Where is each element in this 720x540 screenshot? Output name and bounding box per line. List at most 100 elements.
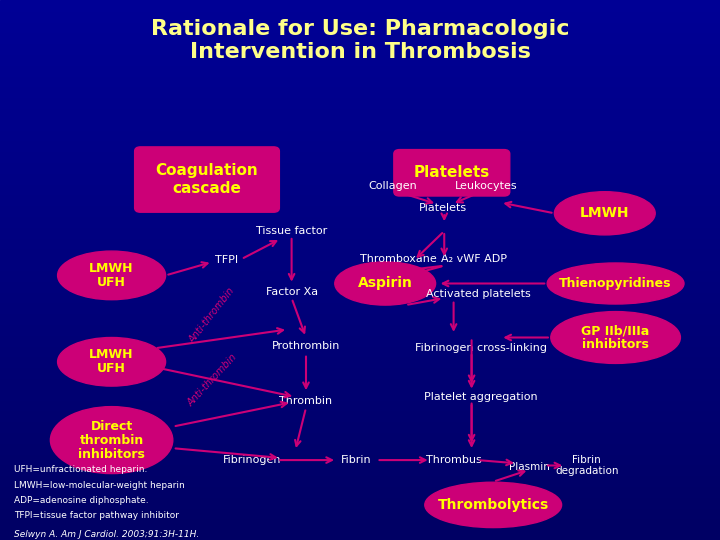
- Bar: [0, 146, 720, 151]
- Ellipse shape: [554, 192, 655, 235]
- Bar: [0, 157, 720, 162]
- Text: LMWH
UFH: LMWH UFH: [89, 348, 134, 375]
- Bar: [0, 378, 720, 383]
- Bar: [0, 497, 720, 502]
- Bar: [0, 346, 720, 351]
- Bar: [0, 286, 720, 292]
- Bar: [0, 329, 720, 335]
- Ellipse shape: [551, 312, 680, 363]
- Bar: [0, 86, 720, 92]
- Bar: [0, 351, 720, 356]
- Text: Collagen: Collagen: [368, 181, 417, 191]
- Bar: [0, 238, 720, 243]
- Bar: [0, 524, 720, 529]
- Text: LMWH
UFH: LMWH UFH: [89, 262, 134, 289]
- Text: Thienopyridines: Thienopyridines: [559, 277, 672, 290]
- Text: TFPI: TFPI: [215, 255, 238, 265]
- Text: Leukocytes: Leukocytes: [455, 181, 517, 191]
- Ellipse shape: [58, 251, 166, 300]
- Text: TFPI=tissue factor pathway inhibitor: TFPI=tissue factor pathway inhibitor: [14, 511, 179, 520]
- Ellipse shape: [58, 338, 166, 386]
- Bar: [0, 216, 720, 221]
- Bar: [0, 373, 720, 378]
- Bar: [0, 221, 720, 227]
- Bar: [0, 49, 720, 54]
- Bar: [0, 319, 720, 324]
- Bar: [0, 513, 720, 518]
- Bar: [0, 394, 720, 400]
- Text: Platelet aggregation: Platelet aggregation: [424, 392, 538, 402]
- Text: Platelets: Platelets: [414, 165, 490, 180]
- Text: Rationale for Use: Pharmacologic
Intervention in Thrombosis: Rationale for Use: Pharmacologic Interve…: [150, 19, 570, 62]
- Text: ADP=adenosine diphosphate.: ADP=adenosine diphosphate.: [14, 496, 149, 505]
- Text: LMWH: LMWH: [580, 206, 629, 220]
- Bar: [0, 486, 720, 491]
- Bar: [0, 76, 720, 81]
- Bar: [0, 113, 720, 119]
- Bar: [0, 389, 720, 394]
- Bar: [0, 173, 720, 178]
- Bar: [0, 32, 720, 38]
- Bar: [0, 297, 720, 302]
- Bar: [0, 275, 720, 281]
- Bar: [0, 454, 720, 459]
- Text: Thrombus: Thrombus: [426, 455, 482, 465]
- Bar: [0, 313, 720, 319]
- Bar: [0, 475, 720, 481]
- Bar: [0, 459, 720, 464]
- Bar: [0, 308, 720, 313]
- Bar: [0, 22, 720, 27]
- Bar: [0, 405, 720, 410]
- Bar: [0, 54, 720, 59]
- Bar: [0, 443, 720, 448]
- Bar: [0, 43, 720, 49]
- Bar: [0, 59, 720, 65]
- Bar: [0, 281, 720, 286]
- Text: Activated platelets: Activated platelets: [426, 289, 531, 299]
- Bar: [0, 259, 720, 265]
- Bar: [0, 124, 720, 130]
- Text: Fibrin: Fibrin: [341, 455, 372, 465]
- Text: A₂ vWF ADP: A₂ vWF ADP: [441, 254, 507, 264]
- Text: Anti-thrombin: Anti-thrombin: [186, 353, 239, 409]
- Ellipse shape: [547, 263, 684, 304]
- Bar: [0, 535, 720, 540]
- Text: Factor Xa: Factor Xa: [266, 287, 318, 296]
- Bar: [0, 92, 720, 97]
- Text: Prothrombin: Prothrombin: [272, 341, 340, 350]
- Bar: [0, 16, 720, 22]
- Text: Thrombin: Thrombin: [279, 396, 333, 406]
- Text: GP IIb/IIIa
inhibitors: GP IIb/IIIa inhibitors: [582, 324, 649, 351]
- Text: Fibrin
degradation: Fibrin degradation: [555, 455, 618, 476]
- Bar: [0, 65, 720, 70]
- Text: Selwyn A. Am J Cardiol. 2003;91:3H-11H.: Selwyn A. Am J Cardiol. 2003;91:3H-11H.: [14, 530, 199, 539]
- Bar: [0, 410, 720, 416]
- Bar: [0, 103, 720, 108]
- Ellipse shape: [335, 262, 436, 305]
- Bar: [0, 481, 720, 486]
- Bar: [0, 178, 720, 184]
- Bar: [0, 205, 720, 211]
- Bar: [0, 184, 720, 189]
- Bar: [0, 362, 720, 367]
- Bar: [0, 227, 720, 232]
- Ellipse shape: [425, 482, 562, 528]
- Bar: [0, 292, 720, 297]
- Bar: [0, 167, 720, 173]
- Bar: [0, 502, 720, 508]
- Bar: [0, 356, 720, 362]
- Bar: [0, 151, 720, 157]
- Text: Fibrinogen: Fibrinogen: [222, 455, 282, 465]
- Bar: [0, 135, 720, 140]
- Bar: [0, 302, 720, 308]
- Bar: [0, 518, 720, 524]
- Bar: [0, 491, 720, 497]
- Bar: [0, 0, 720, 5]
- Bar: [0, 400, 720, 405]
- Text: Plasmin: Plasmin: [509, 462, 549, 472]
- Bar: [0, 265, 720, 270]
- Bar: [0, 508, 720, 513]
- Bar: [0, 11, 720, 16]
- Ellipse shape: [50, 407, 173, 474]
- Bar: [0, 27, 720, 32]
